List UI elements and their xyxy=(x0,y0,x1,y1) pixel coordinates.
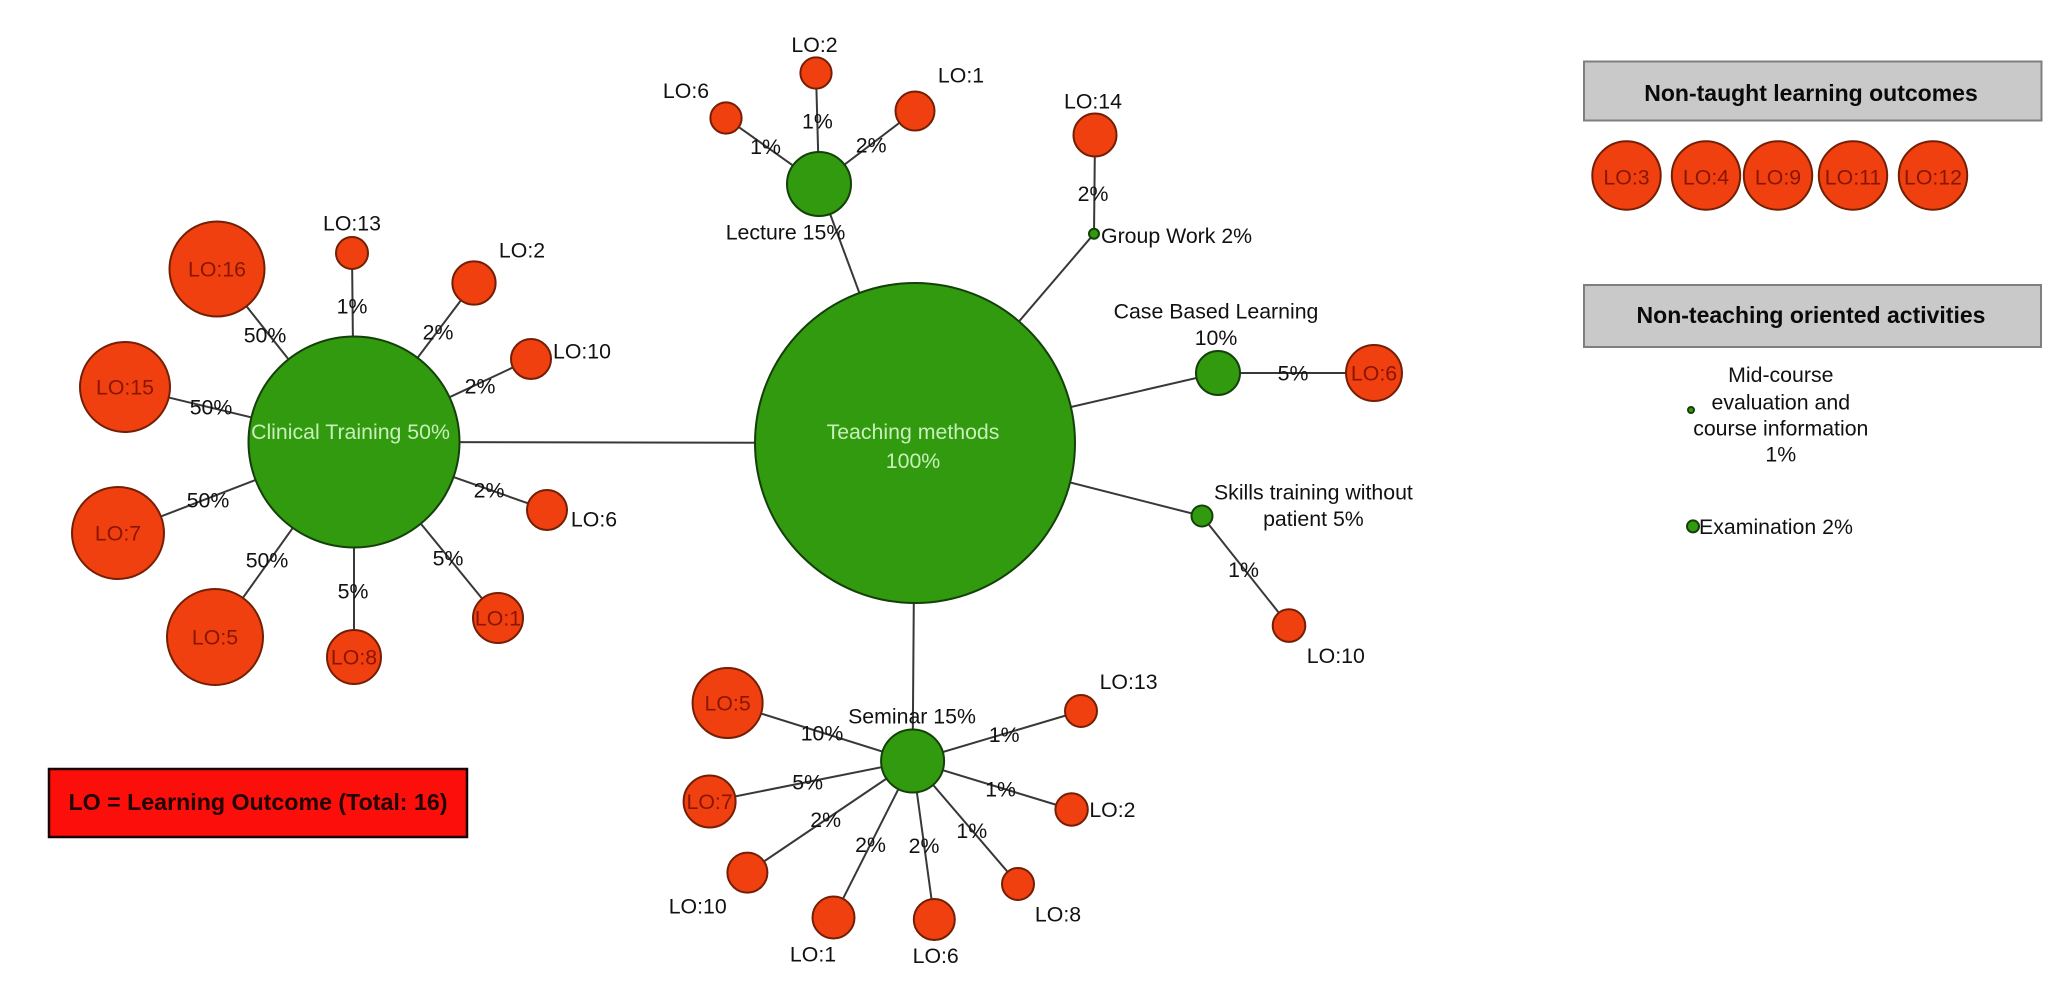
svg-text:5%: 5% xyxy=(338,580,369,604)
svg-text:LO:4: LO:4 xyxy=(1683,166,1729,190)
svg-text:LO = Learning Outcome (Total:: LO = Learning Outcome (Total: 16) xyxy=(69,789,448,815)
svg-text:LO:7: LO:7 xyxy=(687,790,733,814)
svg-text:10%: 10% xyxy=(1195,326,1238,350)
svg-text:2%: 2% xyxy=(909,834,940,858)
svg-text:LO:6: LO:6 xyxy=(913,944,959,968)
svg-text:Mid-course: Mid-course xyxy=(1728,363,1833,387)
svg-text:1%: 1% xyxy=(1228,558,1259,582)
svg-text:LO:16: LO:16 xyxy=(188,258,246,282)
svg-text:LO:7: LO:7 xyxy=(95,522,141,546)
svg-text:1%: 1% xyxy=(337,295,368,319)
svg-text:2%: 2% xyxy=(810,808,841,832)
svg-text:1%: 1% xyxy=(956,819,987,843)
svg-text:evaluation and: evaluation and xyxy=(1712,391,1851,415)
svg-text:LO:2: LO:2 xyxy=(791,33,837,57)
svg-text:LO:6: LO:6 xyxy=(663,79,709,103)
svg-text:Examination 2%: Examination 2% xyxy=(1699,515,1853,539)
svg-text:Lecture 15%: Lecture 15% xyxy=(726,220,846,244)
svg-text:Case Based Learning: Case Based Learning xyxy=(1114,300,1319,324)
svg-text:LO:15: LO:15 xyxy=(96,376,154,400)
svg-text:Group Work 2%: Group Work 2% xyxy=(1101,224,1252,248)
svg-text:10%: 10% xyxy=(801,722,844,746)
svg-text:LO:2: LO:2 xyxy=(499,239,545,263)
svg-text:1%: 1% xyxy=(985,777,1016,801)
svg-text:LO:3: LO:3 xyxy=(1603,166,1649,190)
svg-text:2%: 2% xyxy=(1078,182,1109,206)
svg-text:1%: 1% xyxy=(1765,443,1796,467)
svg-text:2%: 2% xyxy=(855,833,886,857)
svg-text:LO:14: LO:14 xyxy=(1064,90,1122,114)
svg-text:1%: 1% xyxy=(750,135,781,159)
svg-text:LO:12: LO:12 xyxy=(1904,166,1962,190)
svg-text:5%: 5% xyxy=(1278,362,1309,386)
svg-text:Teaching methods: Teaching methods xyxy=(827,420,1000,444)
svg-text:Non-teaching oriented activiti: Non-teaching oriented activities xyxy=(1637,302,1986,328)
svg-text:LO:1: LO:1 xyxy=(790,942,836,966)
svg-text:1%: 1% xyxy=(989,723,1020,747)
svg-text:LO:13: LO:13 xyxy=(323,212,381,236)
svg-text:5%: 5% xyxy=(433,547,464,571)
svg-text:Seminar 15%: Seminar 15% xyxy=(848,705,976,729)
svg-text:LO:8: LO:8 xyxy=(1035,903,1081,927)
svg-text:1%: 1% xyxy=(802,110,833,134)
svg-text:LO:13: LO:13 xyxy=(1100,670,1158,694)
svg-text:LO:8: LO:8 xyxy=(331,646,377,670)
svg-text:Skills training without: Skills training without xyxy=(1214,481,1413,505)
svg-text:100%: 100% xyxy=(886,449,941,473)
svg-text:LO:10: LO:10 xyxy=(1307,644,1365,668)
svg-text:50%: 50% xyxy=(187,489,230,513)
svg-text:LO:10: LO:10 xyxy=(553,340,611,364)
svg-text:50%: 50% xyxy=(190,396,233,420)
svg-text:LO:1: LO:1 xyxy=(475,607,521,631)
svg-text:50%: 50% xyxy=(244,324,287,348)
svg-text:Clinical Training 50%: Clinical Training 50% xyxy=(251,420,450,444)
svg-text:LO:6: LO:6 xyxy=(1351,362,1397,386)
svg-text:5%: 5% xyxy=(792,770,823,794)
svg-text:LO:1: LO:1 xyxy=(938,64,984,88)
svg-text:LO:6: LO:6 xyxy=(571,508,617,532)
svg-text:LO:5: LO:5 xyxy=(705,692,751,716)
svg-text:LO:11: LO:11 xyxy=(1825,166,1881,190)
svg-text:50%: 50% xyxy=(246,549,289,573)
svg-text:LO:9: LO:9 xyxy=(1755,166,1801,190)
svg-text:course information: course information xyxy=(1693,417,1868,441)
svg-text:2%: 2% xyxy=(856,133,887,157)
svg-text:LO:10: LO:10 xyxy=(669,894,727,918)
svg-text:2%: 2% xyxy=(423,321,454,345)
svg-text:2%: 2% xyxy=(474,479,505,503)
svg-text:Non-taught learning outcomes: Non-taught learning outcomes xyxy=(1644,80,1978,106)
svg-text:2%: 2% xyxy=(465,375,496,399)
svg-text:LO:2: LO:2 xyxy=(1089,798,1135,822)
svg-text:patient 5%: patient 5% xyxy=(1263,507,1364,531)
svg-text:LO:5: LO:5 xyxy=(192,626,238,650)
